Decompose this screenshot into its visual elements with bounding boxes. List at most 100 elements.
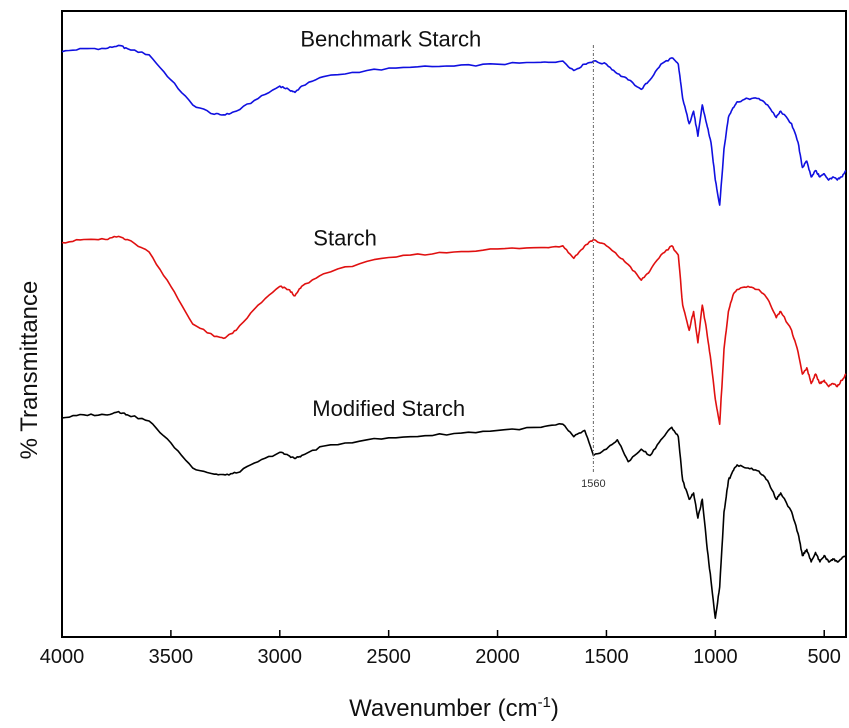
- data-point-starch: [806, 367, 807, 368]
- data-point-starch: [723, 348, 724, 349]
- data-point-modified-starch: [453, 433, 454, 434]
- data-point-starch: [815, 374, 816, 375]
- data-point-starch: [606, 245, 607, 246]
- data-point-benchmark-starch: [671, 57, 672, 58]
- data-point-starch: [105, 239, 106, 240]
- data-point-starch: [323, 273, 324, 274]
- data-point-starch: [845, 374, 846, 375]
- data-point-modified-starch: [710, 580, 711, 581]
- data-point-modified-starch: [294, 458, 295, 459]
- data-point-modified-starch: [811, 561, 812, 562]
- data-point-starch: [758, 289, 759, 290]
- data-point-benchmark-starch: [628, 79, 629, 80]
- data-point-starch: [562, 245, 563, 246]
- data-point-modified-starch: [628, 461, 629, 462]
- data-point-benchmark-starch: [497, 64, 498, 65]
- data-point-benchmark-starch: [747, 98, 748, 99]
- data-point-starch: [728, 311, 729, 312]
- data-point-modified-starch: [170, 442, 171, 443]
- data-point-modified-starch: [105, 414, 106, 415]
- series-line-modified-starch: [61, 410, 847, 619]
- data-point-benchmark-starch: [149, 54, 150, 55]
- data-point-modified-starch: [732, 471, 733, 472]
- data-point-starch: [693, 311, 694, 312]
- data-point-modified-starch: [279, 452, 280, 453]
- data-point-benchmark-starch: [715, 179, 716, 180]
- data-point-starch: [719, 424, 720, 425]
- data-point-modified-starch: [719, 586, 720, 587]
- data-point-modified-starch: [815, 552, 816, 553]
- data-point-starch: [702, 305, 703, 306]
- data-point-benchmark-starch: [453, 66, 454, 67]
- data-point-modified-starch: [682, 480, 683, 481]
- data-point-benchmark-starch: [832, 176, 833, 177]
- data-point-modified-starch: [723, 511, 724, 512]
- data-point-modified-starch: [693, 492, 694, 493]
- data-point-modified-starch: [323, 446, 324, 447]
- data-point-modified-starch: [702, 499, 703, 500]
- data-point-modified-starch: [562, 424, 563, 425]
- data-point-modified-starch: [780, 492, 781, 493]
- data-point-benchmark-starch: [780, 111, 781, 112]
- data-point-starch: [828, 386, 829, 387]
- data-point-benchmark-starch: [541, 62, 542, 63]
- data-point-benchmark-starch: [767, 104, 768, 105]
- data-point-starch: [366, 261, 367, 262]
- data-point-modified-starch: [236, 472, 237, 473]
- x-tick-label: 3000: [258, 646, 303, 668]
- data-point-benchmark-starch: [811, 176, 812, 177]
- data-point-benchmark-starch: [693, 111, 694, 112]
- data-point-modified-starch: [689, 499, 690, 500]
- data-point-modified-starch: [61, 417, 62, 418]
- data-point-benchmark-starch: [294, 92, 295, 93]
- data-point-benchmark-starch: [758, 98, 759, 99]
- data-point-starch: [837, 386, 838, 387]
- data-point-modified-starch: [776, 499, 777, 500]
- series-label-modified-starch: Modified Starch: [312, 396, 465, 421]
- data-point-starch: [497, 248, 498, 249]
- data-point-benchmark-starch: [802, 167, 803, 168]
- data-point-starch: [541, 247, 542, 248]
- x-axis-title: Wavenumber (cm-1): [349, 694, 559, 722]
- data-point-benchmark-starch: [225, 114, 226, 115]
- series-layer: [61, 44, 847, 619]
- data-point-starch: [841, 380, 842, 381]
- data-point-starch: [697, 342, 698, 343]
- data-point-starch: [192, 323, 193, 324]
- data-point-modified-starch: [747, 467, 748, 468]
- data-point-starch: [257, 305, 258, 306]
- data-point-modified-starch: [706, 543, 707, 544]
- data-point-starch: [780, 311, 781, 312]
- data-point-modified-starch: [660, 439, 661, 440]
- data-point-starch: [453, 251, 454, 252]
- data-point-starch: [127, 239, 128, 240]
- series-label-starch: Starch: [313, 226, 377, 251]
- data-point-starch: [732, 295, 733, 296]
- y-axis-title: % Transmittance: [16, 281, 43, 460]
- x-tick-label: 1000: [693, 646, 738, 668]
- data-point-modified-starch: [301, 455, 302, 456]
- data-point-modified-starch: [841, 558, 842, 559]
- data-point-benchmark-starch: [845, 170, 846, 171]
- data-point-starch: [660, 255, 661, 256]
- data-point-starch: [767, 298, 768, 299]
- data-point-modified-starch: [410, 436, 411, 437]
- data-point-benchmark-starch: [606, 64, 607, 65]
- data-point-modified-starch: [118, 411, 119, 412]
- data-point-benchmark-starch: [689, 123, 690, 124]
- x-tick-label: 1500: [584, 646, 629, 668]
- data-point-benchmark-starch: [828, 179, 829, 180]
- x-tick-label: 3500: [149, 646, 194, 668]
- data-point-benchmark-starch: [214, 114, 215, 115]
- data-point-modified-starch: [225, 474, 226, 475]
- data-point-starch: [776, 317, 777, 318]
- data-point-modified-starch: [617, 439, 618, 440]
- data-point-modified-starch: [671, 427, 672, 428]
- data-point-benchmark-starch: [702, 104, 703, 105]
- data-point-modified-starch: [845, 555, 846, 556]
- data-point-starch: [83, 239, 84, 240]
- data-point-modified-starch: [806, 549, 807, 550]
- data-point-benchmark-starch: [732, 107, 733, 108]
- data-point-benchmark-starch: [105, 48, 106, 49]
- data-point-benchmark-starch: [366, 70, 367, 71]
